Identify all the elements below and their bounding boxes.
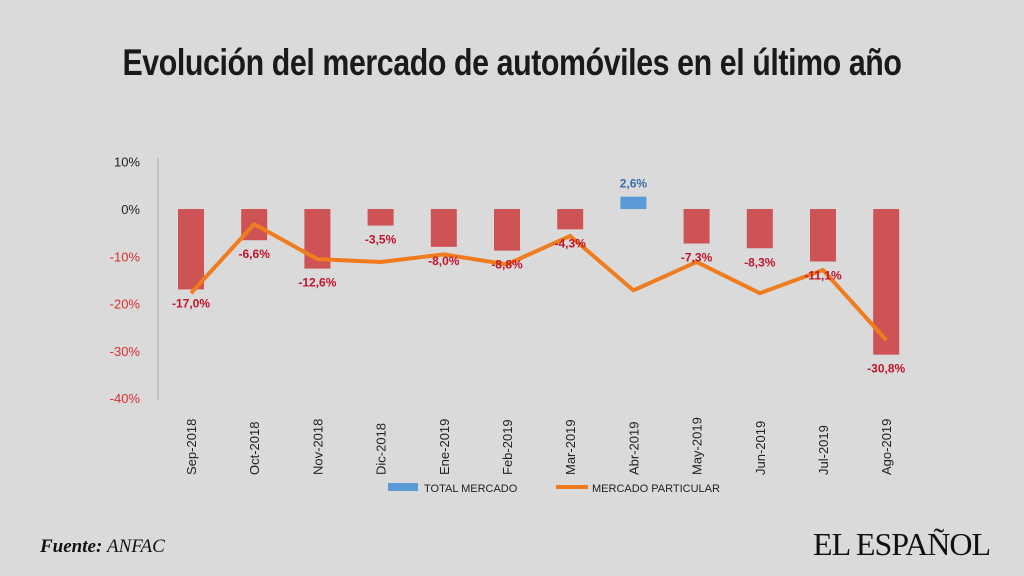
x-tick-label: Feb-2019 [500, 419, 515, 475]
x-tick-label: Jun-2019 [753, 421, 768, 475]
data-label: -30,8% [867, 362, 905, 376]
bar-Dic-2018 [367, 209, 394, 226]
x-tick-label: Ago-2019 [879, 419, 894, 475]
bar-Jul-2019 [810, 209, 836, 262]
bar-Ene-2019 [430, 209, 457, 247]
y-tick-label: -30% [110, 344, 141, 359]
y-tick-label: -40% [110, 391, 141, 406]
data-label: -8,0% [428, 254, 460, 268]
data-label: -17,0% [172, 296, 210, 310]
bar-Abr-2019 [620, 196, 647, 209]
x-tick-label: Oct-2018 [247, 422, 262, 475]
x-tick-label: Sep-2018 [184, 419, 199, 475]
legend-swatch-total [388, 483, 418, 491]
bar-Feb-2019 [494, 209, 520, 251]
logo: EL ESPAÑOL [813, 526, 991, 562]
y-tick-label: 10% [114, 155, 140, 170]
line-mercado-particular [189, 222, 888, 342]
page-title: Evolución del mercado de automóviles en … [122, 42, 902, 83]
data-label: -8,3% [744, 255, 776, 269]
source-value: ANFAC [107, 536, 165, 557]
data-label: -8,8% [491, 258, 523, 272]
legend-label-particular: MERCADO PARTICULAR [592, 483, 720, 495]
legend-label-total: TOTAL MERCADO [424, 483, 518, 495]
x-tick-label: Jul-2019 [816, 425, 831, 475]
bar-Jun-2019 [746, 209, 773, 249]
x-tick-label: Abr-2019 [626, 422, 641, 475]
y-tick-label: 0% [121, 202, 140, 217]
data-label: -12,6% [298, 276, 336, 290]
bar-May-2019 [683, 209, 710, 244]
x-tick-label: Nov-2018 [310, 419, 325, 475]
data-label: -4,3% [555, 236, 587, 250]
x-tick-label: May-2019 [690, 417, 705, 475]
data-label: -6,6% [239, 247, 271, 261]
bar-Mar-2019 [557, 209, 584, 230]
data-label: -3,5% [365, 233, 397, 247]
source: Fuente: ANFAC [40, 536, 165, 558]
data-label: -7,3% [681, 251, 713, 265]
source-label: Fuente: [40, 536, 103, 557]
x-tick-label: Ene-2019 [437, 419, 452, 475]
y-tick-label: -20% [110, 297, 141, 312]
data-label: 2,6% [620, 177, 648, 191]
x-tick-label: Dic-2018 [374, 423, 389, 475]
x-tick-label: Mar-2019 [563, 419, 578, 475]
bar-Sep-2018 [178, 209, 204, 290]
data-label: -11,1% [804, 269, 842, 283]
y-tick-label: -10% [110, 249, 141, 264]
